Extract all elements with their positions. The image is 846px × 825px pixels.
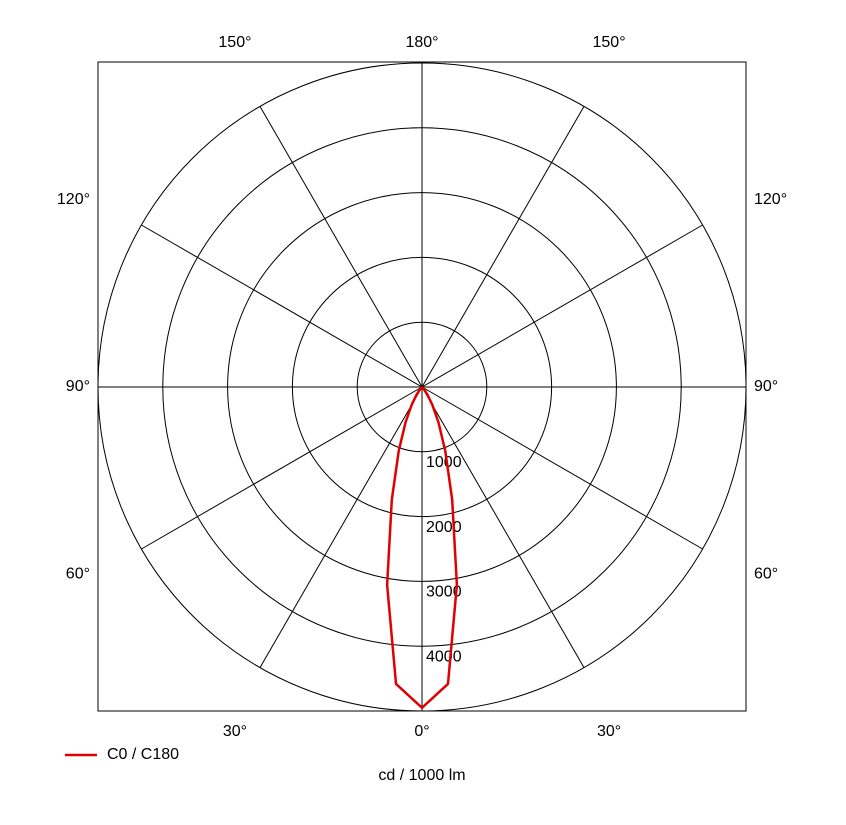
angle-tick-label: 150° — [593, 34, 626, 51]
grid-spoke — [421, 224, 703, 388]
grid-spoke — [421, 386, 585, 668]
angle-tick-label: 60° — [754, 565, 778, 582]
r-tick-label: 2000 — [426, 519, 462, 536]
grid-spoke — [421, 386, 703, 550]
r-tick-label: 1000 — [426, 454, 462, 471]
legend-label: C0 / C180 — [107, 746, 179, 763]
angle-tick-label: 0° — [414, 723, 429, 740]
angle-tick-label: 60° — [66, 565, 90, 582]
grid-spoke — [259, 386, 423, 668]
angle-tick-label: 180° — [405, 34, 438, 51]
axis-label: cd / 1000 lm — [378, 767, 465, 784]
angle-tick-label: 90° — [66, 378, 90, 395]
angle-tick-label: 30° — [223, 723, 247, 740]
intensity-curve — [385, 386, 459, 710]
angle-tick-label: 30° — [597, 723, 621, 740]
grid-spoke — [421, 106, 585, 388]
r-tick-label: 4000 — [426, 648, 462, 665]
grid-spoke — [141, 386, 423, 550]
angle-tick-label: 120° — [57, 191, 90, 208]
angle-tick-label: 120° — [754, 191, 787, 208]
r-tick-label: 3000 — [426, 584, 462, 601]
angle-tick-label: 150° — [218, 34, 251, 51]
angle-tick-label: 90° — [754, 378, 778, 395]
grid-spoke — [141, 224, 423, 388]
grid-spoke — [259, 106, 423, 388]
